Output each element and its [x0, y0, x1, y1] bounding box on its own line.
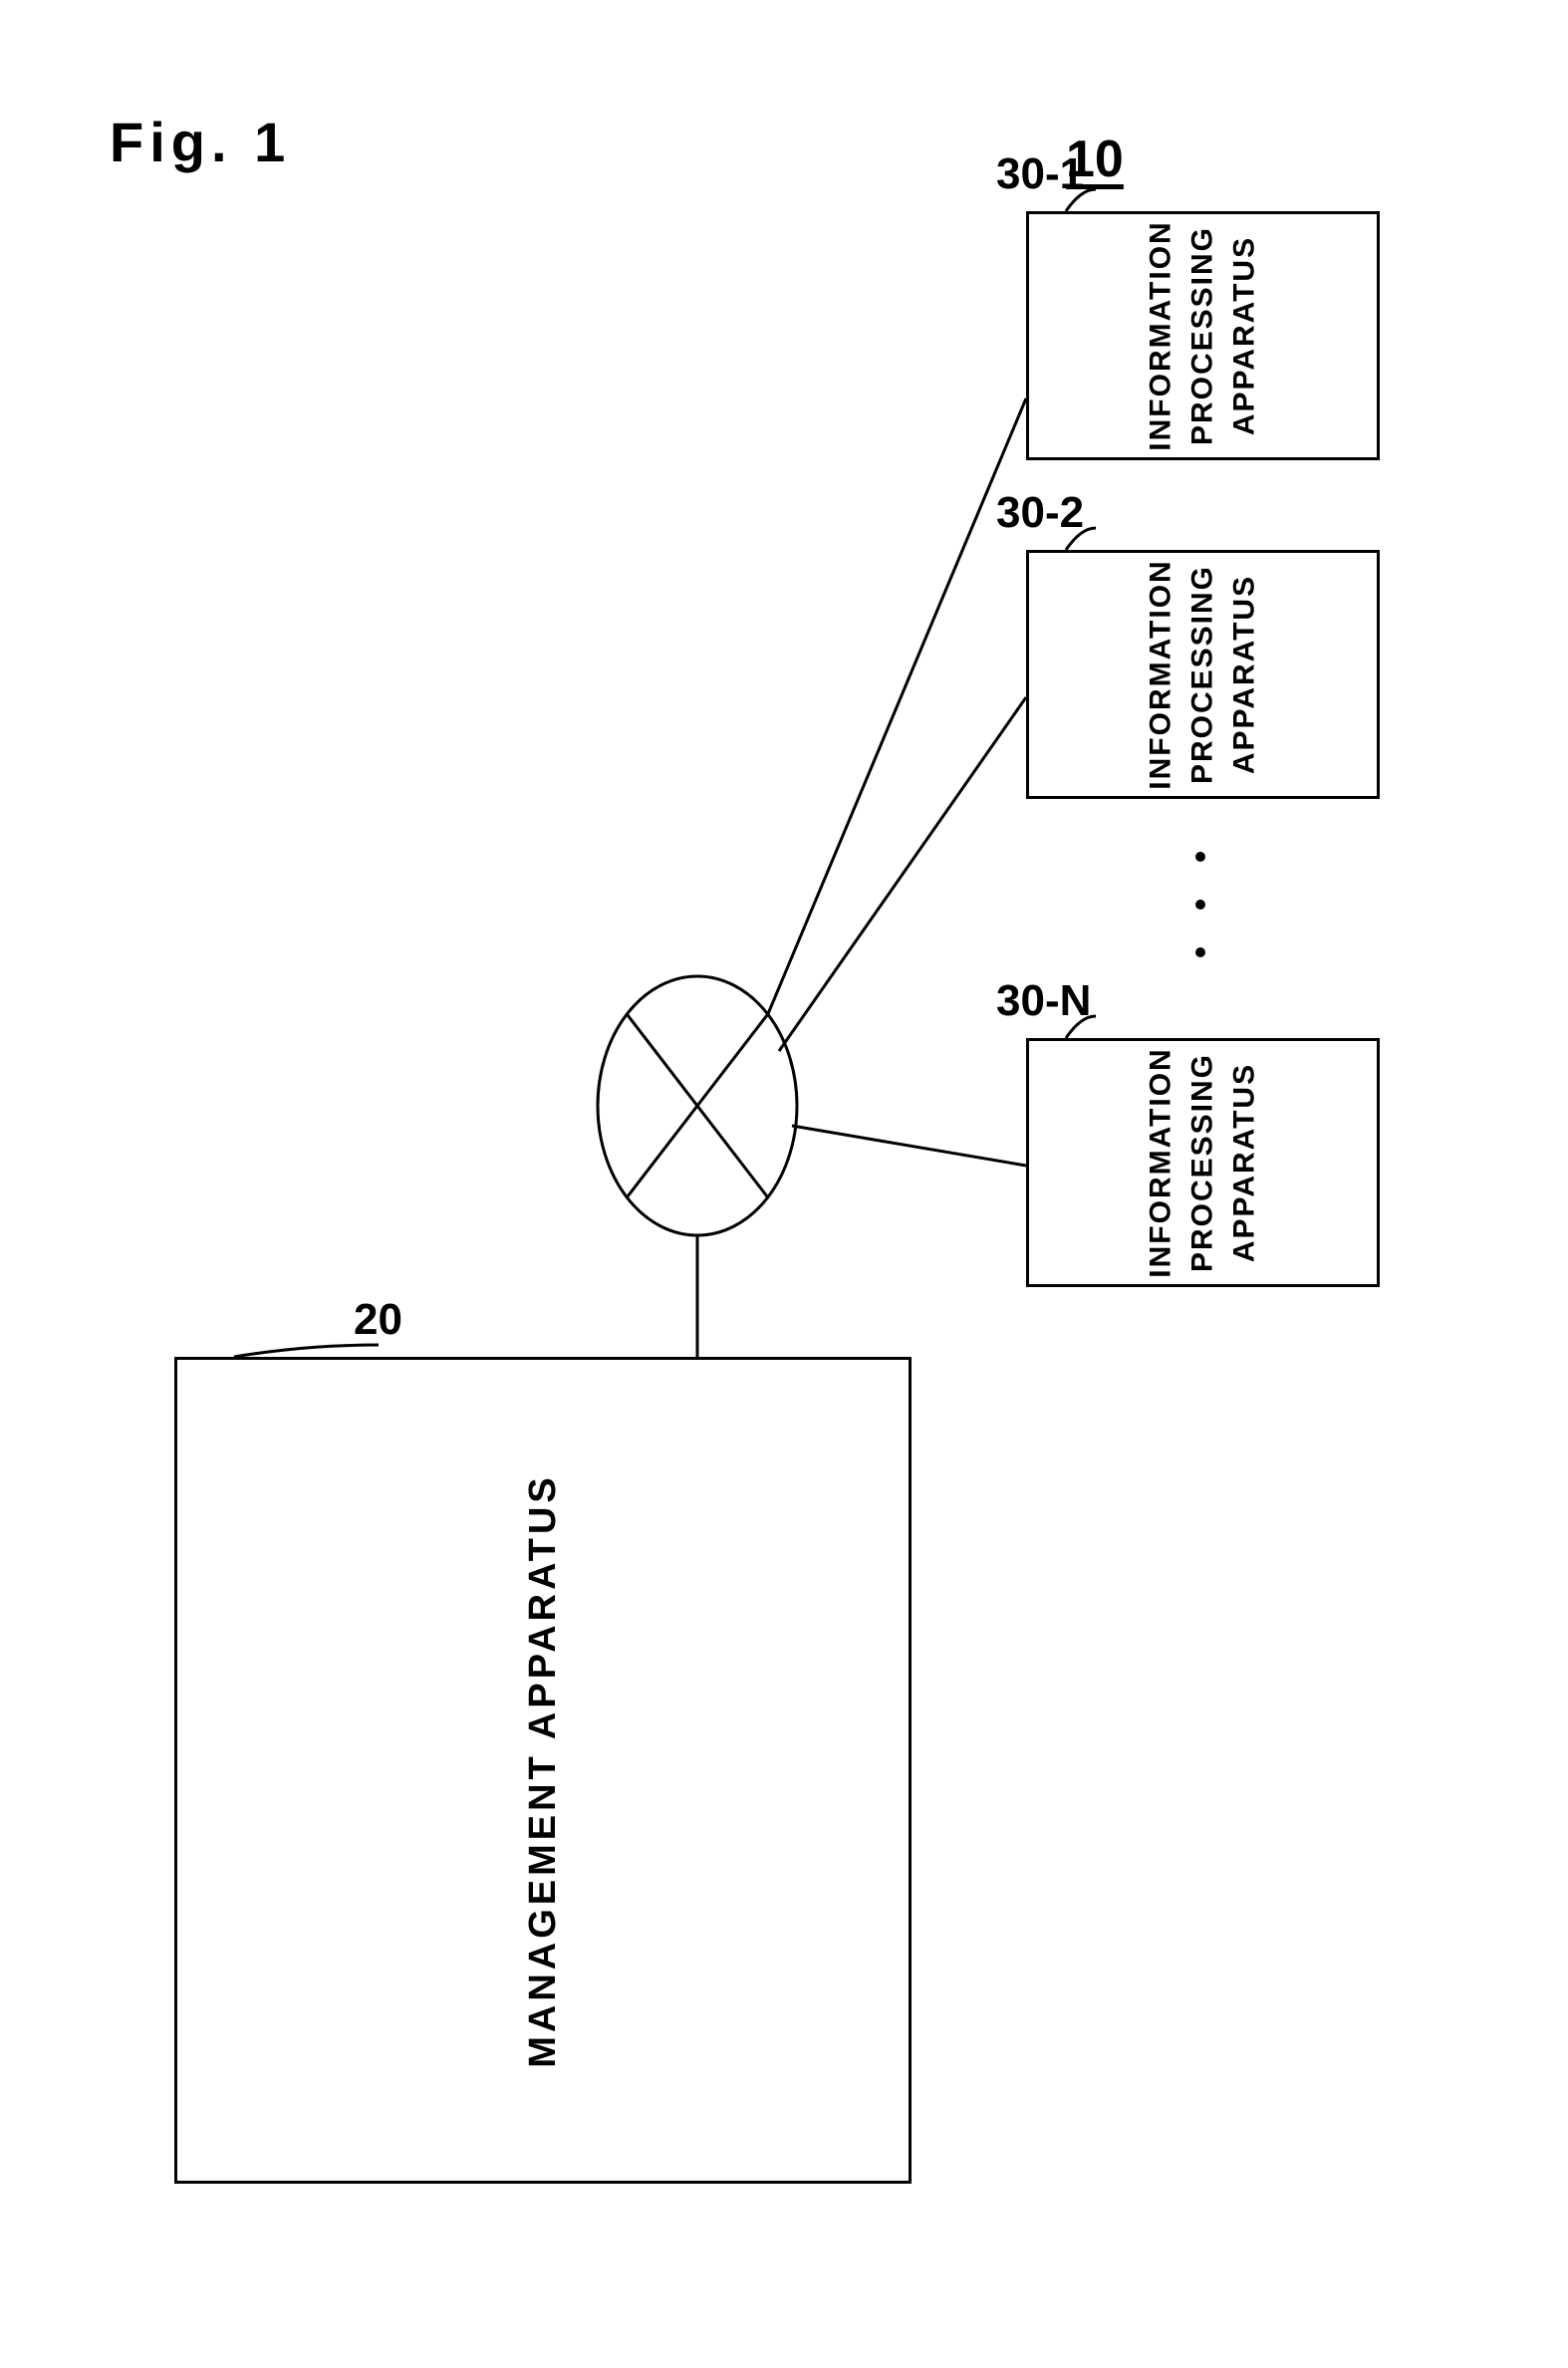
info-apparatus-node: INFORMATION PROCESSING APPARATUS	[1026, 550, 1380, 799]
info-apparatus-label: INFORMATION PROCESSING APPARATUS	[1140, 559, 1265, 789]
figure-label: Fig. 1	[110, 110, 291, 174]
info-apparatus-label: INFORMATION PROCESSING APPARATUS	[1140, 1047, 1265, 1277]
info-apparatus-ref: 30-1	[996, 149, 1084, 199]
edges	[697, 398, 1026, 1357]
ref-leaders	[234, 189, 1096, 1357]
info-apparatus-node: INFORMATION PROCESSING APPARATUS	[1026, 1038, 1380, 1287]
management-apparatus-node: MANAGEMENT APPARATUS	[174, 1357, 912, 2184]
info-apparatus-ref: 30-N	[996, 976, 1091, 1026]
ellipsis-icon	[1195, 852, 1205, 957]
management-apparatus-label: MANAGEMENT APPARATUS	[521, 1473, 564, 2068]
management-ref-label: 20	[354, 1295, 402, 1345]
info-apparatus-node: INFORMATION PROCESSING APPARATUS	[1026, 211, 1380, 460]
info-apparatus-label: INFORMATION PROCESSING APPARATUS	[1140, 220, 1265, 450]
info-apparatus-ref: 30-2	[996, 488, 1084, 538]
network-hub-node	[598, 976, 797, 1235]
